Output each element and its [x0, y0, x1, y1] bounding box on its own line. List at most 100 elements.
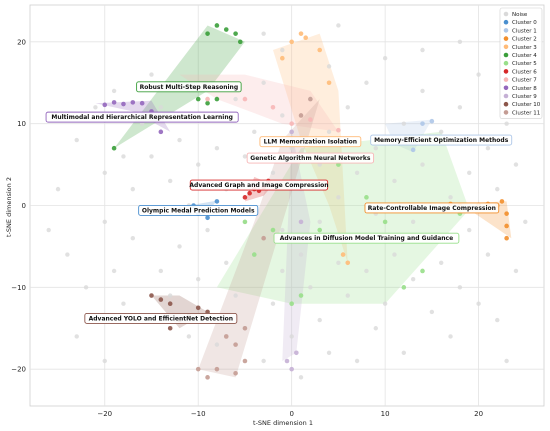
noise-point — [158, 268, 164, 274]
cluster-point-3 — [303, 35, 308, 41]
noise-point — [439, 129, 444, 135]
noise-point — [130, 186, 135, 192]
legend-label: Cluster 3 — [512, 45, 537, 51]
legend-marker — [503, 28, 509, 33]
noise-point — [289, 334, 294, 339]
noise-point — [261, 358, 266, 364]
cluster-label: Advanced YOLO and EfficientNet Detection — [89, 315, 233, 322]
legend-label: Cluster 2 — [512, 37, 537, 43]
noise-point — [280, 47, 285, 53]
cluster-point-8 — [158, 129, 164, 135]
cluster-point-5 — [270, 227, 276, 233]
cluster-label-box — [370, 134, 513, 146]
noise-point — [252, 129, 257, 135]
cluster-label-group-5: Advanced Graph and Image Compression — [189, 179, 329, 191]
noise-point — [308, 285, 313, 290]
noise-point — [298, 252, 304, 257]
cluster-point-11 — [233, 370, 238, 376]
cluster-label-group-0: Robust Multi-Step Reasoning — [136, 81, 242, 93]
cluster-hull-5 — [216, 131, 470, 304]
noise-point — [149, 154, 154, 159]
legend-marker — [503, 85, 509, 91]
cluster-point-11 — [205, 375, 210, 380]
legend-label: Cluster 5 — [512, 61, 537, 67]
cluster-label-group-6: Olympic Medal Prediction Models — [138, 204, 259, 216]
y-tick-label: 0 — [22, 202, 26, 210]
cluster-point-7 — [336, 127, 341, 133]
noise-point — [495, 317, 500, 323]
cluster-label-box — [364, 202, 500, 214]
noise-point — [410, 276, 416, 282]
cluster-point-0 — [205, 215, 210, 221]
noise-point — [373, 146, 378, 151]
cluster-point-4 — [237, 39, 243, 45]
legend-label: Noise — [512, 12, 528, 18]
cluster-point-11 — [214, 366, 220, 372]
legend-marker — [503, 52, 509, 58]
legend-label: Cluster 7 — [512, 78, 537, 84]
cluster-point-9 — [294, 350, 299, 356]
legend-label: Cluster 8 — [512, 86, 537, 92]
noise-point — [261, 80, 266, 85]
noise-point — [111, 268, 117, 274]
cluster-point-7 — [242, 96, 248, 102]
cluster-point-1 — [420, 121, 425, 126]
cluster-point-4 — [214, 96, 220, 102]
axis-ticks: −20 −10 0 10 20 −20 −10 0 10 20 — [11, 38, 483, 418]
legend-label: Cluster 11 — [512, 110, 540, 116]
noise-point — [401, 350, 407, 356]
noise-point — [420, 162, 425, 167]
legend-label: Cluster 6 — [512, 69, 537, 75]
noise-point — [167, 178, 173, 184]
cluster-label: Olympic Medal Prediction Models — [142, 207, 255, 214]
cluster-label-group-7: Rate-Controllable Image Compression — [364, 202, 500, 214]
noise-point — [513, 162, 519, 167]
cluster-point-3 — [280, 55, 285, 61]
noise-point — [102, 170, 107, 175]
cluster-point-5 — [317, 227, 323, 233]
cluster-point-11 — [223, 334, 229, 339]
legend-label: Cluster 9 — [512, 94, 537, 100]
y-tick-label: −20 — [11, 366, 26, 374]
cluster-point-8 — [130, 100, 136, 105]
cluster-point-3 — [345, 260, 351, 266]
noise-point — [345, 105, 350, 110]
legend-marker — [503, 11, 509, 17]
legend-marker — [503, 93, 509, 99]
noise-point — [186, 334, 192, 339]
noise-point — [410, 219, 416, 225]
cluster-label: LLM Memorization Isolation — [264, 139, 357, 146]
legend-label: Cluster 4 — [512, 53, 537, 59]
noise-point — [55, 186, 61, 192]
cluster-label-group-2: LLM Memorization Isolation — [259, 136, 362, 148]
cluster-label-box — [259, 136, 362, 148]
noise-point — [317, 317, 322, 323]
cluster-point-1 — [410, 147, 416, 153]
noise-point — [74, 334, 79, 339]
cluster-label-box — [273, 232, 460, 244]
y-axis-label: t-SNE dimension 2 — [5, 177, 13, 237]
noise-point — [261, 31, 266, 36]
noise-point — [345, 293, 350, 298]
legend-marker — [503, 19, 509, 25]
noise-point — [420, 47, 425, 53]
cluster-point-4 — [205, 100, 210, 106]
noise-point — [196, 276, 201, 282]
noise-point — [280, 268, 285, 274]
cluster-point-5 — [401, 285, 407, 290]
cluster-point-8 — [121, 101, 126, 107]
cluster-point-5 — [420, 268, 425, 274]
noise-point — [167, 293, 173, 298]
noise-point — [364, 268, 369, 274]
noise-point — [270, 170, 276, 175]
x-tick-label: −20 — [97, 410, 112, 418]
noise-point — [214, 146, 220, 151]
cluster-point-10 — [195, 305, 201, 311]
legend-marker — [503, 101, 509, 107]
cluster-point-10 — [167, 301, 173, 307]
cluster-label: Robust Multi-Step Reasoning — [140, 84, 239, 91]
noise-point — [476, 301, 481, 306]
gridlines — [30, 5, 544, 406]
noise-point — [233, 96, 238, 102]
